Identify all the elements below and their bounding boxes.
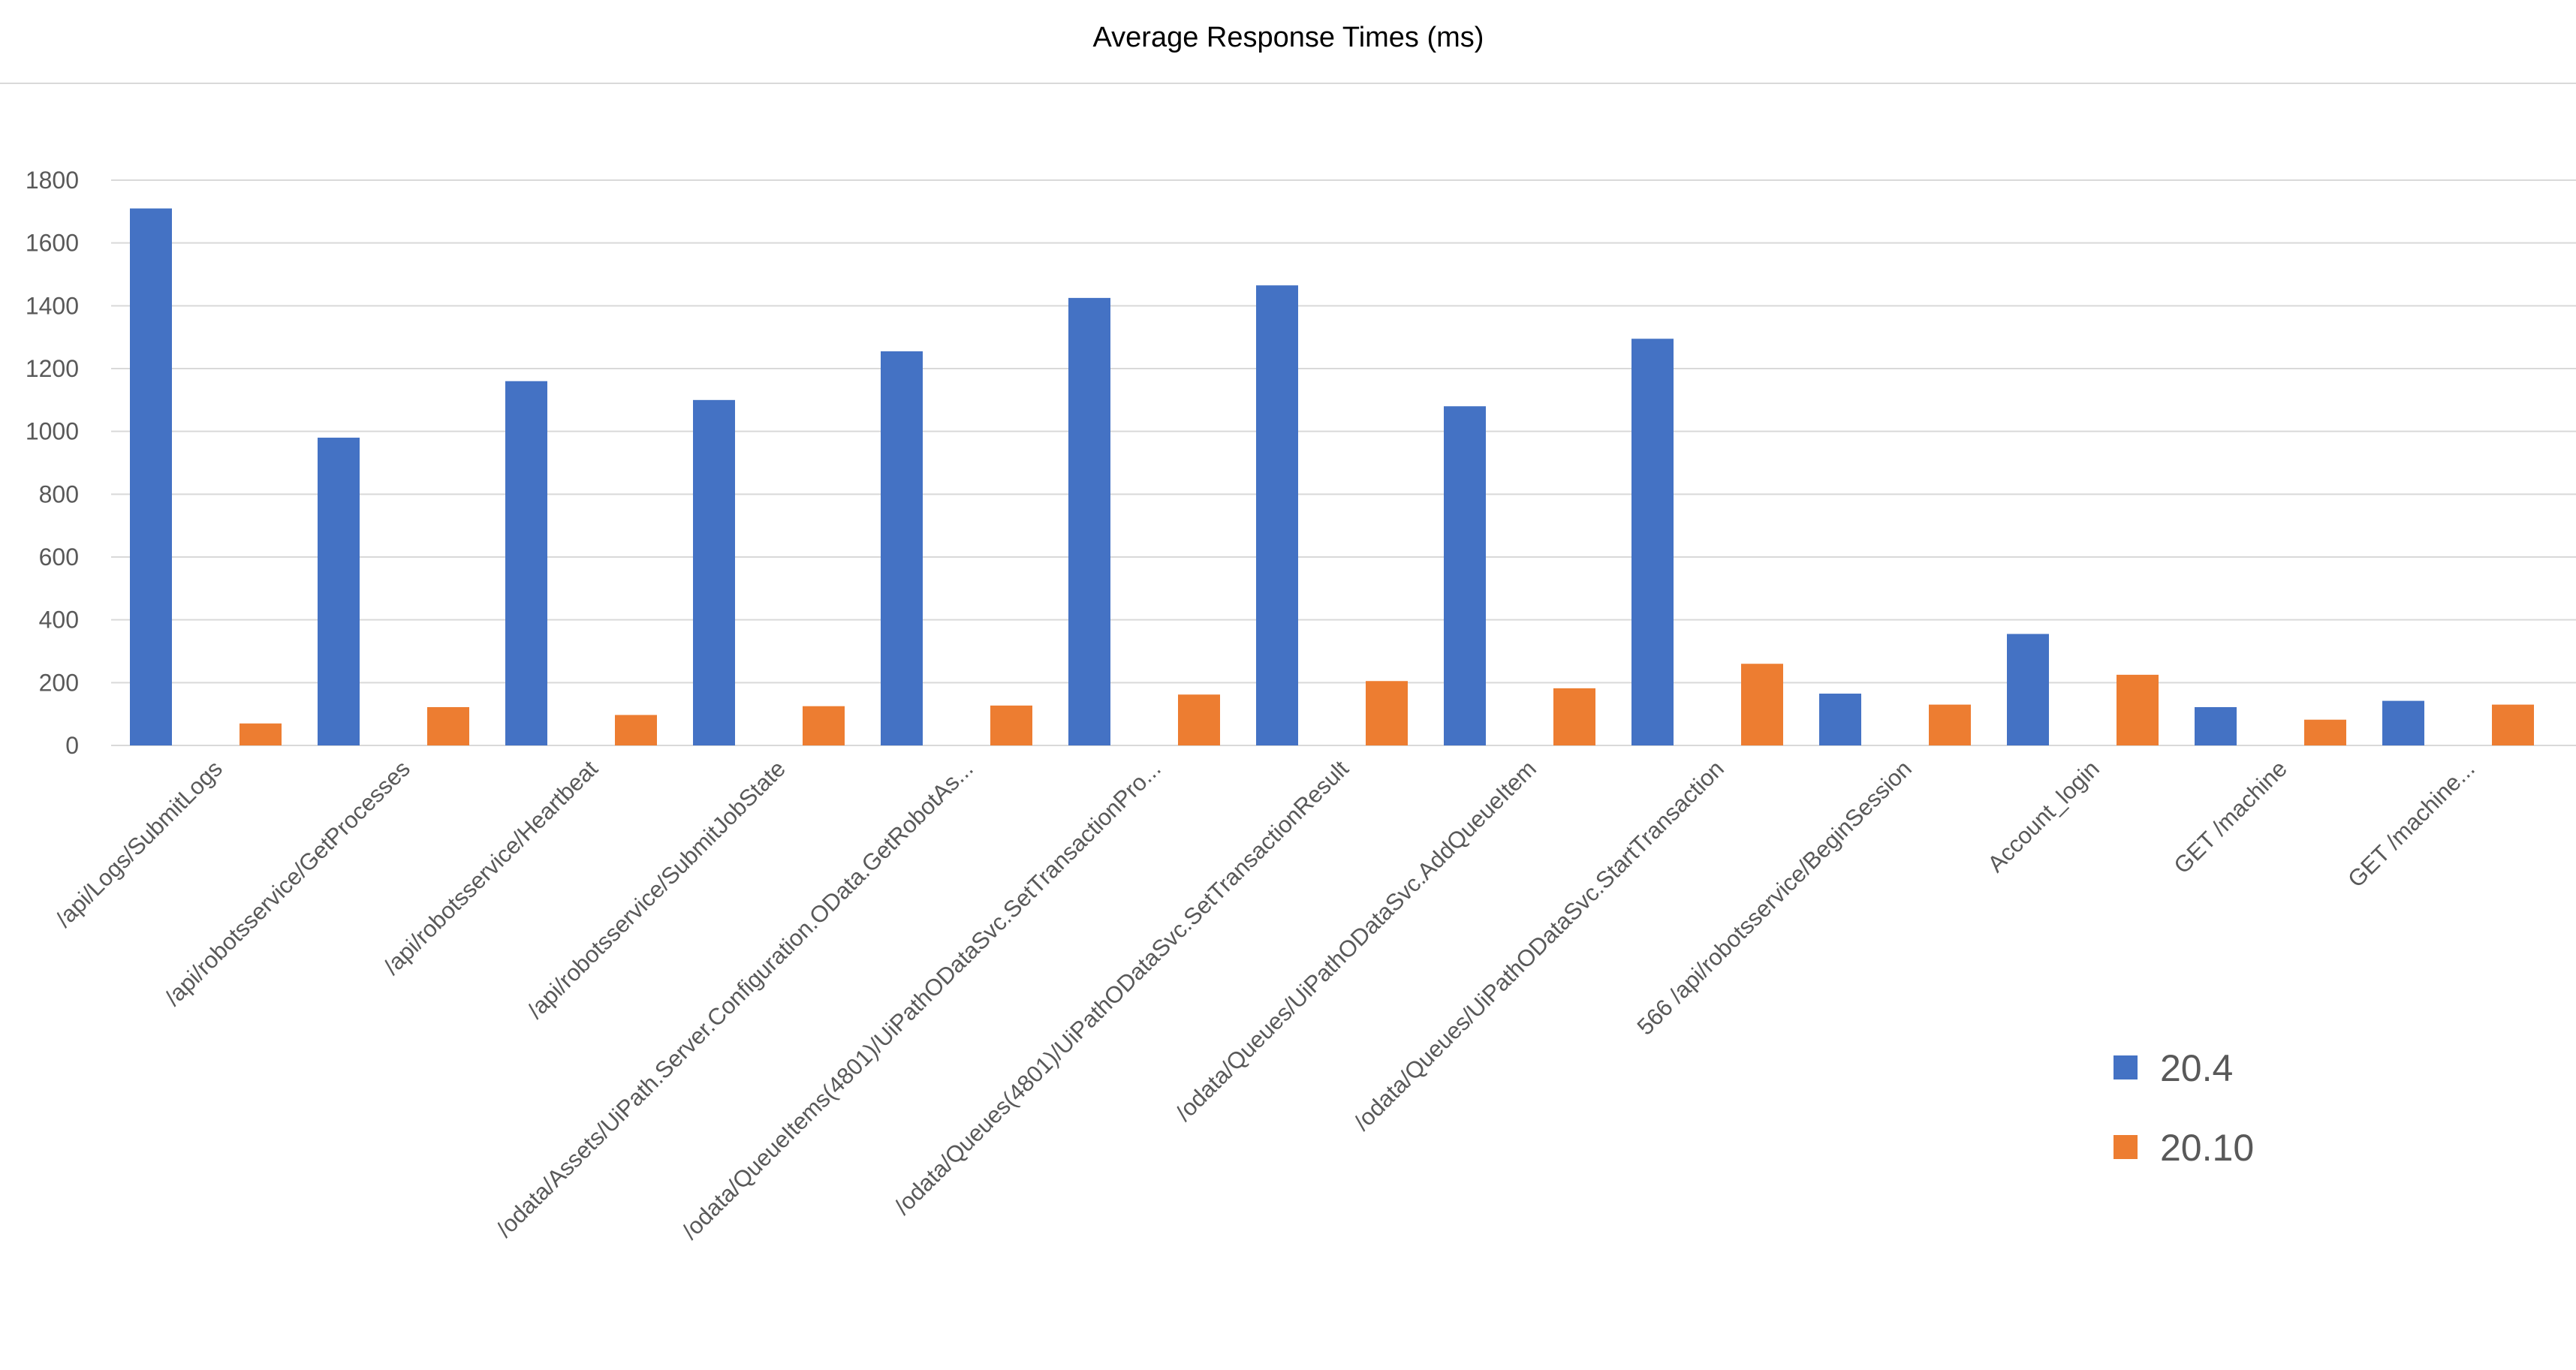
bar-series-1 — [2007, 634, 2049, 745]
legend: 20.4 20.10 — [2114, 1047, 2254, 1169]
legend-label: 20.4 — [2160, 1047, 2233, 1089]
y-axis-tick-labels: 0 200 400 600 800 1000 1200 1400 1600 1800 — [26, 167, 79, 759]
chart-title: Average Response Times (ms) — [1093, 22, 1484, 53]
bar-series-2 — [2117, 674, 2159, 745]
bar-series-1 — [505, 381, 547, 745]
bar-series-2 — [615, 715, 657, 745]
bar-series-1 — [881, 351, 923, 745]
y-tick-label: 1200 — [26, 355, 79, 382]
legend-swatch — [2114, 1055, 2138, 1079]
y-tick-label: 400 — [39, 607, 79, 634]
bar-series-1 — [130, 208, 172, 745]
bar-series-1 — [1819, 693, 1861, 745]
bar-series-2 — [1178, 694, 1220, 745]
bar-series-2 — [1366, 681, 1408, 745]
bar-series-2 — [1553, 688, 1595, 745]
y-tick-label: 1800 — [26, 167, 79, 194]
y-tick-label: 1400 — [26, 292, 79, 319]
y-tick-label: 0 — [65, 732, 79, 759]
y-tick-label: 800 — [39, 480, 79, 507]
y-tick-label: 1000 — [26, 418, 79, 445]
legend-label: 20.10 — [2160, 1127, 2254, 1169]
bar-series-1 — [1256, 285, 1298, 745]
bar-series-1 — [2382, 700, 2424, 745]
bar-series-2 — [2304, 719, 2346, 745]
y-tick-label: 1600 — [26, 230, 79, 257]
bar-series-1 — [318, 438, 360, 745]
bar-series-2 — [990, 705, 1032, 745]
bar-series-1 — [1068, 297, 1110, 745]
legend-swatch — [2114, 1135, 2138, 1159]
bars — [130, 208, 2534, 746]
bar-series-1 — [1444, 406, 1486, 745]
bar-series-2 — [427, 706, 469, 745]
y-tick-label: 600 — [39, 543, 79, 571]
bar-series-2 — [1741, 664, 1783, 745]
bar-series-1 — [2195, 706, 2237, 745]
bar-series-2 — [1929, 704, 1971, 745]
bar-series-1 — [693, 399, 735, 745]
bar-series-2 — [2492, 704, 2534, 745]
bar-series-2 — [803, 706, 845, 745]
bar-series-1 — [1631, 339, 1674, 746]
bar-series-2 — [240, 723, 282, 745]
y-tick-label: 200 — [39, 669, 79, 696]
